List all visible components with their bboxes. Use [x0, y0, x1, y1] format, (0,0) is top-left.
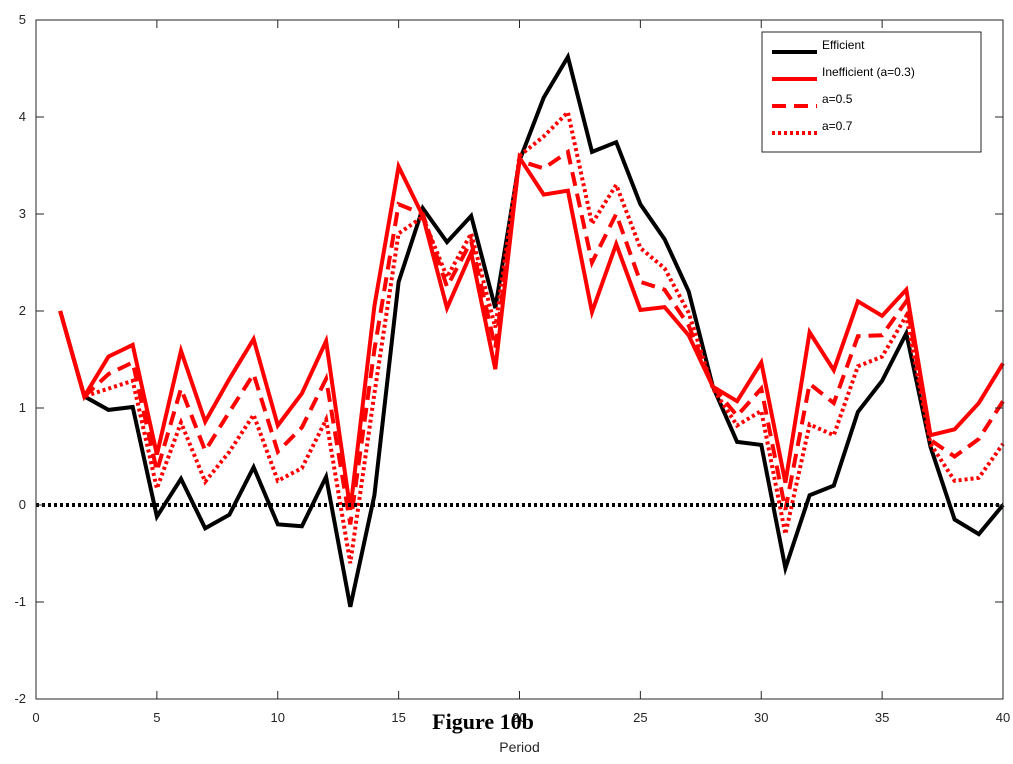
y-tick-label: 3 [19, 206, 26, 221]
x-tick-label: 0 [32, 710, 39, 725]
series-line-a-0-5 [58, 148, 1005, 525]
y-tick-label: -2 [14, 691, 26, 706]
series-layer [58, 51, 1005, 608]
series-line-efficient [58, 51, 1005, 608]
y-tick-label: 5 [19, 12, 26, 27]
legend-label-a-0-5: a=0.5 [822, 92, 853, 106]
y-tick-label: 0 [19, 497, 26, 512]
x-tick-label: 10 [271, 710, 285, 725]
figure-caption: Figure 10b [432, 709, 534, 734]
x-tick-label: 25 [633, 710, 647, 725]
y-tick-label: 1 [19, 400, 26, 415]
legend-label-inefficient-a-0-3: Inefficient (a=0.3) [822, 65, 915, 79]
tick-layer: 0 5 10 15 20 25 30 35 40 -2 -1 0 1 2 3 4 5 [14, 12, 1010, 725]
legend-label-efficient: Efficient [822, 38, 865, 52]
y-tick-label: 2 [19, 303, 26, 318]
legend-label-a-0-7: a=0.7 [822, 119, 853, 133]
series-line-a-0-7 [58, 108, 1005, 564]
x-tick-label: 20 [512, 710, 526, 725]
legend: Efficient Inefficient (a=0.3) a=0.5 a=0.7 [761, 31, 982, 153]
x-tick-label: 15 [391, 710, 405, 725]
series-line-inefficient-a-0-3 [58, 151, 1005, 511]
x-tick-label: 40 [996, 710, 1010, 725]
x-tick-label: 35 [875, 710, 889, 725]
y-tick-label: 4 [19, 109, 26, 124]
x-axis-label: Period [499, 739, 539, 755]
x-tick-label: 30 [754, 710, 768, 725]
x-tick-label: 5 [153, 710, 160, 725]
y-tick-label: -1 [14, 594, 26, 609]
